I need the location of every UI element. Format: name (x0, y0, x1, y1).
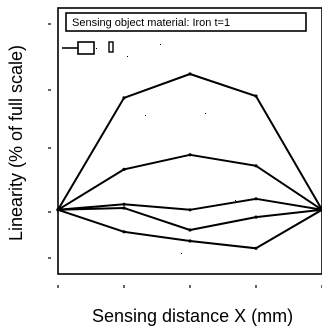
series-1-point-3 (188, 72, 191, 75)
series-1-point-2 (122, 96, 125, 99)
series-1-point-4 (254, 95, 257, 98)
legend (62, 42, 113, 54)
series-5-point-3 (188, 239, 191, 242)
series-line-1 (58, 74, 322, 210)
series-4-point-3 (188, 228, 191, 231)
y-axis-label: Linearity (% of full scale) (6, 45, 26, 241)
series-5-point-4 (254, 247, 257, 250)
series-3-point-4 (254, 197, 257, 200)
series-5-point-1 (56, 208, 59, 211)
series-2-point-4 (254, 164, 257, 167)
series-4-point-2 (122, 206, 125, 209)
series-layer (56, 72, 322, 250)
legend-marker-small (109, 42, 113, 52)
annotation-text: Sensing object material: Iron t=1 (72, 17, 230, 29)
series-5-point-2 (122, 230, 125, 233)
legend-marker (78, 42, 94, 54)
series-line-2 (58, 155, 322, 210)
series-3-point-2 (122, 203, 125, 206)
x-axis-label: Sensing distance X (mm) (92, 306, 293, 326)
series-2-point-3 (188, 153, 191, 156)
series-4-point-4 (254, 216, 257, 219)
series-3-point-3 (188, 208, 191, 211)
series-2-point-2 (122, 168, 125, 171)
